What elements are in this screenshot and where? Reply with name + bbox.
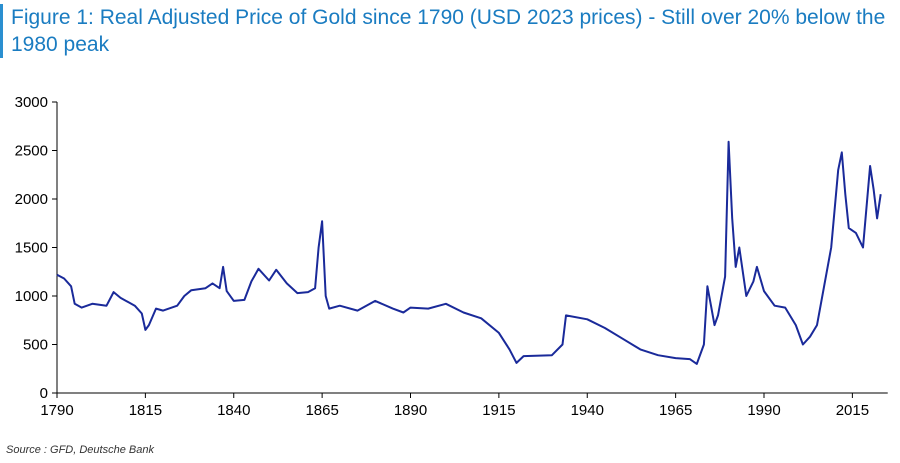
chart-title: Figure 1: Real Adjusted Price of Gold si… [0, 4, 900, 58]
x-tick-label: 1915 [482, 402, 515, 419]
y-tick-label: 2500 [15, 143, 48, 160]
x-tick-label: 1990 [747, 402, 780, 419]
line-chart: 0 500 1000 1500 2000 2500 3000 1790 1815 1840 1865… [15, 94, 888, 419]
x-tick-label: 1965 [659, 402, 692, 419]
y-tick-label: 500 [23, 337, 48, 354]
y-tick-label: 3000 [15, 94, 48, 111]
x-tick-label: 1940 [571, 402, 604, 419]
y-tick-label: 1000 [15, 288, 48, 305]
y-tick-label: 2000 [15, 191, 48, 208]
x-tick-label: 1840 [217, 402, 250, 419]
x-tick-label: 1865 [305, 402, 338, 419]
y-tick-label: 1500 [15, 240, 48, 257]
source-note: Source : GFD, Deutsche Bank [6, 444, 154, 456]
x-tick-label: 1815 [129, 402, 162, 419]
series-line [56, 140, 882, 365]
x-tick-label: 2015 [836, 402, 869, 419]
y-tick-label: 0 [40, 385, 48, 402]
x-tick-label: 1890 [394, 402, 427, 419]
x-tick-label: 1790 [40, 402, 73, 419]
